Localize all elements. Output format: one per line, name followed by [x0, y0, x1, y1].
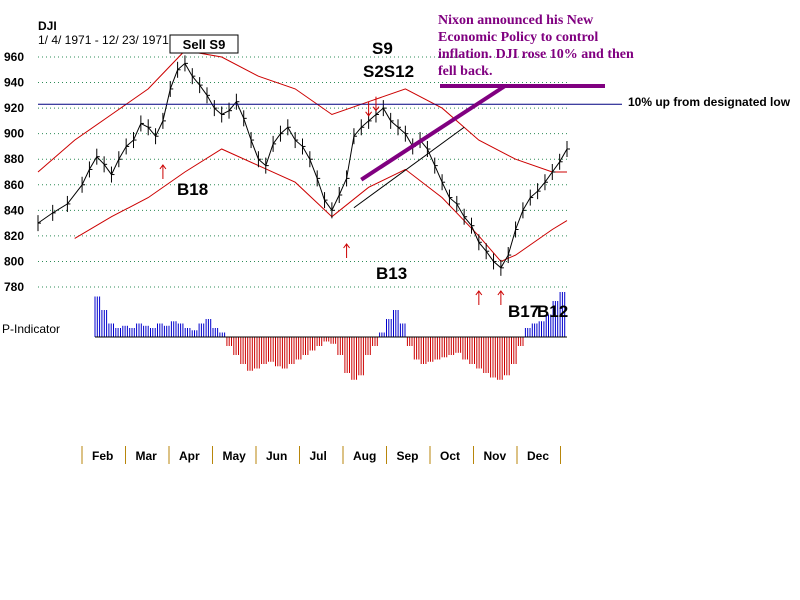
chart-date-range: 1/ 4/ 1971 - 12/ 23/ 1971	[38, 33, 169, 47]
month-label: Sep	[397, 449, 419, 463]
y-tick-label: 940	[4, 76, 24, 90]
upper-band-line	[37, 50, 567, 173]
price-line	[37, 62, 568, 269]
annotation-box: Nixon announced his New Economic Policy …	[438, 13, 634, 79]
signal-label: B12	[537, 302, 568, 321]
signal-label: S2S12	[363, 62, 414, 81]
buy-arrow-head	[475, 290, 483, 296]
y-tick-label: 840	[4, 203, 24, 217]
y-tick-label: 880	[4, 152, 24, 166]
month-label: May	[223, 449, 247, 463]
month-label: Nov	[484, 449, 507, 463]
y-tick-label: 860	[4, 178, 24, 192]
chart-title: DJI	[38, 19, 57, 33]
buy-arrow-head	[497, 290, 505, 296]
trend-line	[353, 126, 465, 209]
y-tick-label: 920	[4, 101, 24, 115]
month-label: Apr	[179, 449, 200, 463]
month-label: Jun	[266, 449, 287, 463]
reference-line-label: 10% up from designated low	[628, 95, 791, 109]
y-tick-label: 820	[4, 229, 24, 243]
signal-label: S9	[372, 39, 393, 58]
signal-label: B18	[177, 180, 208, 199]
y-tick-label: 960	[4, 50, 24, 64]
y-tick-label: 800	[4, 254, 24, 268]
buy-arrow-head	[159, 164, 167, 170]
sell-arrow-head	[372, 106, 380, 112]
month-label: Oct	[440, 449, 460, 463]
buy-arrow-head	[343, 243, 350, 249]
p-indicator-label: P-Indicator	[2, 322, 60, 336]
sell-s9-label: Sell S9	[183, 37, 226, 52]
month-label: Mar	[136, 449, 158, 463]
trend-arrow-line	[360, 84, 507, 182]
signal-label: B13	[376, 264, 407, 283]
month-label: Jul	[310, 449, 327, 463]
month-label: Aug	[353, 449, 376, 463]
annotation-text: Nixon announced his New Economic Policy …	[438, 13, 634, 79]
y-tick-label: 900	[4, 127, 24, 141]
month-label: Feb	[92, 449, 113, 463]
sell-s9-box: Sell S9	[169, 34, 239, 54]
y-tick-label: 780	[4, 280, 24, 294]
lower-band-line	[74, 148, 568, 263]
sell-arrow-head	[365, 111, 373, 117]
signal-label: B17	[508, 302, 539, 321]
month-label: Dec	[527, 449, 549, 463]
